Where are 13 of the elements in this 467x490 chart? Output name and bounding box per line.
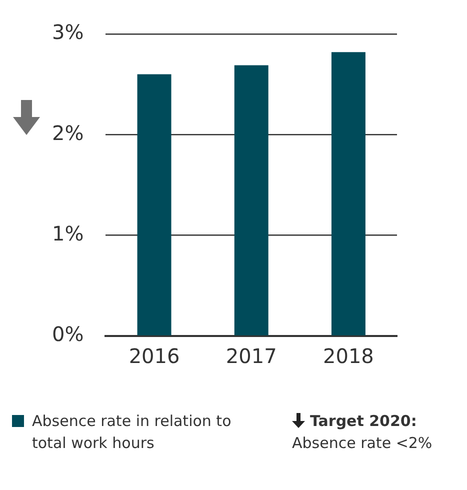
legend-label: Absence rate in relation to total work hours bbox=[32, 411, 232, 454]
y-tick-label: 0% bbox=[52, 322, 84, 346]
text: Target 2020: bbox=[309, 411, 418, 432]
text: Absence rate <2% bbox=[292, 433, 432, 454]
y-tick-label: 2% bbox=[52, 120, 84, 145]
bar bbox=[234, 65, 268, 336]
x-tick-label: 2018 bbox=[323, 344, 374, 368]
y-tick-label: 1% bbox=[52, 222, 84, 246]
x-tick-label: 2017 bbox=[226, 344, 277, 368]
x-tick-label: 2016 bbox=[128, 344, 180, 368]
y-tick-label: 3% bbox=[52, 20, 84, 44]
bar bbox=[331, 52, 366, 336]
bar bbox=[137, 74, 172, 336]
